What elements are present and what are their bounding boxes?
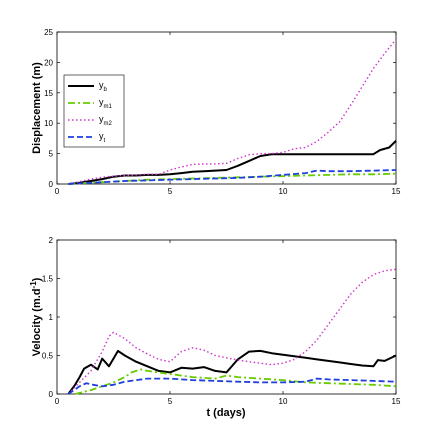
legend-label-y-b: yb bbox=[99, 80, 108, 93]
displacement-x-tick-label: 10 bbox=[279, 187, 288, 196]
velocity-x-tick-label: 5 bbox=[168, 397, 173, 406]
displacement-y-tick-label: 10 bbox=[44, 119, 53, 128]
displacement-x-tick-label: 15 bbox=[392, 187, 401, 196]
velocity-y-tick-label: 2 bbox=[49, 236, 54, 245]
velocity-y-label: Velocity (m.d-1) bbox=[29, 277, 43, 356]
displacement-y-tick-label: 15 bbox=[44, 89, 53, 98]
legend-label-y-m1: ym1 bbox=[99, 97, 112, 110]
velocity-series-y-b bbox=[67, 349, 397, 395]
velocity-series-y-t bbox=[67, 377, 397, 395]
velocity-x-tick-label: 15 bbox=[392, 397, 401, 406]
legend-label-y-t: yt bbox=[99, 131, 106, 144]
velocity-ticks: 0 5 10 15 0 0.5 1 1.5 2 bbox=[42, 236, 401, 406]
velocity-y-tick-label: 1 bbox=[49, 313, 54, 322]
displacement-y-tick-label: 20 bbox=[44, 58, 53, 67]
displacement-y-tick-label: 5 bbox=[49, 150, 54, 159]
velocity-series bbox=[67, 268, 397, 395]
velocity-y-tick-label: 1.5 bbox=[42, 275, 54, 284]
velocity-chart: 0 5 10 15 0 0.5 1 1.5 2 Velocity (m.d-1) t (days… bbox=[29, 236, 401, 419]
displacement-x-tick-label: 5 bbox=[168, 187, 173, 196]
velocity-series-y-m1 bbox=[74, 368, 397, 395]
displacement-x-tick-label: 0 bbox=[55, 187, 60, 196]
legend-label-y-m2: ym2 bbox=[99, 114, 112, 127]
displacement-y-label: Displacement (m) bbox=[31, 62, 43, 154]
velocity-x-tick-label: 10 bbox=[279, 397, 288, 406]
velocity-x-tick-label: 0 bbox=[55, 397, 60, 406]
legend: yb ym1 ym2 yt bbox=[63, 74, 125, 148]
displacement-y-tick-label: 25 bbox=[44, 28, 53, 37]
displacement-series bbox=[68, 38, 397, 185]
x-axis-label: t (days) bbox=[206, 407, 245, 419]
displacement-series-y-m1 bbox=[68, 172, 397, 185]
displacement-y-tick-label: 0 bbox=[49, 180, 54, 189]
velocity-plot-area bbox=[56, 239, 397, 395]
velocity-y-tick-label: 0 bbox=[49, 390, 54, 399]
displacement-series-y-t bbox=[68, 169, 397, 185]
velocity-y-tick-label: 0.5 bbox=[42, 352, 54, 361]
velocity-series-y-m2 bbox=[67, 268, 397, 395]
displacement-ticks: 0 5 10 15 0 5 10 15 20 25 bbox=[44, 28, 401, 196]
